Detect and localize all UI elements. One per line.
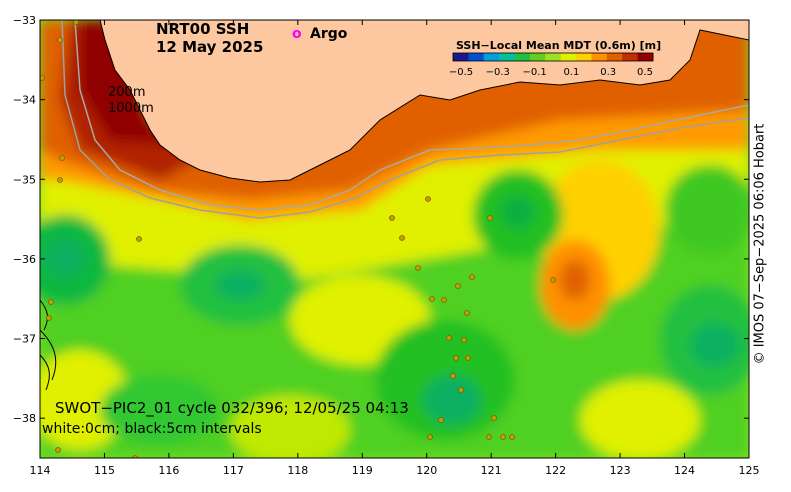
argo-float <box>427 434 433 440</box>
y-tick-label: −38 <box>13 412 36 425</box>
y-tick-label: −35 <box>13 173 36 186</box>
y-tick-label: −36 <box>13 253 36 266</box>
argo-float <box>486 434 492 440</box>
x-tick-label: 115 <box>94 464 115 477</box>
y-tick-label: −34 <box>13 94 36 107</box>
colorbar-swatch <box>622 53 639 61</box>
colorbar-tick-label: −0.5 <box>449 67 473 78</box>
colorbar-tick-label: 0.1 <box>563 67 579 78</box>
colorbar-swatch <box>468 53 485 61</box>
colorbar-ticks: −0.5 −0.3 −0.1 0.1 0.3 0.5 <box>449 67 653 78</box>
mission-line2: white:0cm; black:5cm intervals <box>42 421 262 437</box>
argo-float <box>458 387 464 393</box>
argo-float <box>57 177 63 183</box>
plot-frame <box>39 19 750 459</box>
colorbar-swatch <box>606 53 623 61</box>
argo-float <box>461 337 467 343</box>
argo-float <box>446 335 452 341</box>
argo-legend-label: Argo <box>310 26 348 42</box>
colorbar-swatch <box>545 53 562 61</box>
isobath-200m <box>74 20 749 211</box>
colorbar-tick-label: 0.3 <box>600 67 616 78</box>
argo-float <box>469 274 475 280</box>
argo-float <box>450 373 456 379</box>
argo-float <box>59 155 65 161</box>
colorbar-swatch <box>514 53 531 61</box>
argo-float <box>487 215 493 221</box>
title-line1: NRT00 SSH <box>156 20 249 38</box>
colorbar-swatch <box>499 53 516 61</box>
x-tick-label: 116 <box>158 464 179 477</box>
argo-float <box>399 235 405 241</box>
y-tick-label: −33 <box>13 14 36 27</box>
y-tick-label: −37 <box>13 333 36 346</box>
argo-float <box>500 434 506 440</box>
x-tick-label: 118 <box>287 464 308 477</box>
colorbar-title: SSH−Local Mean MDT (0.6m) [m] <box>456 39 661 52</box>
ssh-field <box>40 20 749 458</box>
colorbar-swatch <box>529 53 546 61</box>
colorbar-swatch <box>637 53 654 61</box>
argo-float <box>73 20 79 25</box>
argo-float <box>465 355 471 361</box>
colorbar-swatch <box>453 53 469 61</box>
x-tick-label: 123 <box>610 464 631 477</box>
isobath-label-1000m: 1000m <box>108 101 154 116</box>
isobath-label-200m: 200m <box>108 85 145 100</box>
x-tick-label: 120 <box>416 464 437 477</box>
argo-float <box>40 75 45 81</box>
argo-float <box>136 236 142 242</box>
argo-float <box>550 277 556 283</box>
colorbar-tick-label: 0.5 <box>637 67 653 78</box>
argo-float <box>48 299 54 305</box>
argo-float <box>389 215 395 221</box>
x-tick-label: 117 <box>223 464 244 477</box>
contour-lines <box>40 299 57 391</box>
argo-float <box>415 265 421 271</box>
mission-line1: SWOT−PIC2_01 cycle 032/396; 12/05/25 04:… <box>55 399 409 418</box>
argo-float <box>46 315 52 321</box>
colorbar <box>452 52 654 62</box>
argo-float <box>453 355 459 361</box>
credit-text: © IMOS 07−Sep−2025 06:06 Hobart <box>752 123 768 365</box>
colorbar-tick-label: −0.1 <box>522 67 546 78</box>
x-tick-label: 114 <box>30 464 51 477</box>
colorbar-swatch <box>591 53 608 61</box>
argo-float <box>429 296 435 302</box>
argo-float <box>464 310 470 316</box>
argo-float <box>438 417 444 423</box>
colorbar-swatch <box>576 53 592 61</box>
x-tick-label: 124 <box>674 464 695 477</box>
colorbar-border <box>452 52 654 62</box>
argo-float <box>55 447 61 453</box>
argo-floats <box>40 20 556 458</box>
x-tick-label: 119 <box>352 464 373 477</box>
x-tick-label: 125 <box>739 464 760 477</box>
x-axis: 114 115 116 117 118 119 120 121 122 123 124 125 <box>30 20 760 477</box>
colorbar-swatch <box>560 53 577 61</box>
argo-float <box>441 297 447 303</box>
argo-float <box>132 455 138 458</box>
argo-float <box>491 415 497 421</box>
x-tick-label: 121 <box>481 464 502 477</box>
title-line2: 12 May 2025 <box>156 38 263 56</box>
argo-float <box>57 37 63 43</box>
colorbar-tick-label: −0.3 <box>486 67 510 78</box>
colorbar-swatch <box>483 53 500 61</box>
argo-float <box>455 283 461 289</box>
argo-legend-symbol: o <box>292 26 302 42</box>
isobath-1000m <box>61 20 749 219</box>
argo-float <box>425 196 431 202</box>
x-tick-label: 122 <box>545 464 566 477</box>
argo-float <box>509 434 515 440</box>
y-axis: −33 −34 −35 −36 −37 −38 <box>13 14 749 425</box>
